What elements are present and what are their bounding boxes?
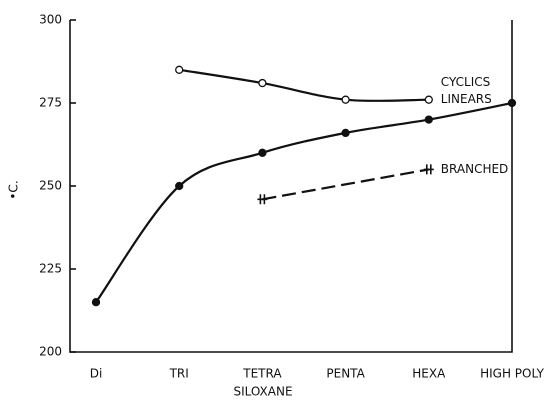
series-line — [95, 101, 513, 303]
point — [341, 95, 350, 104]
x-tick-label: PENTA — [326, 367, 365, 381]
y-tick-label: 225 — [39, 262, 62, 276]
y-tick-label: 300 — [39, 13, 62, 27]
point — [341, 128, 350, 138]
x-tick-label: HIGH POLY — [480, 367, 544, 381]
y-axis-label: •C. — [7, 180, 21, 199]
point — [423, 164, 434, 175]
x-tick-label: TETRA — [242, 367, 282, 381]
series-line — [262, 168, 429, 201]
point — [91, 298, 101, 307]
point — [424, 95, 433, 104]
x-tick-label: HEXA — [412, 367, 446, 381]
point — [175, 181, 184, 191]
series-label: BRANCHED — [441, 162, 509, 176]
y-tick-label: 250 — [39, 179, 62, 193]
point — [507, 98, 517, 108]
series-label: CYCLICS — [441, 75, 490, 89]
x-tick-label: TRI — [169, 367, 189, 381]
point — [258, 78, 267, 88]
point — [424, 115, 433, 124]
x-tick-label: Di — [90, 367, 103, 381]
series-line — [179, 68, 429, 103]
point — [257, 194, 268, 205]
series-label: LINEARS — [441, 92, 492, 106]
point — [175, 65, 184, 74]
axes — [69, 20, 513, 353]
point — [258, 148, 267, 157]
y-tick-label: 200 — [39, 345, 62, 359]
x-axis-label: SILOXANE — [233, 385, 292, 399]
y-tick-label: 275 — [39, 96, 62, 110]
